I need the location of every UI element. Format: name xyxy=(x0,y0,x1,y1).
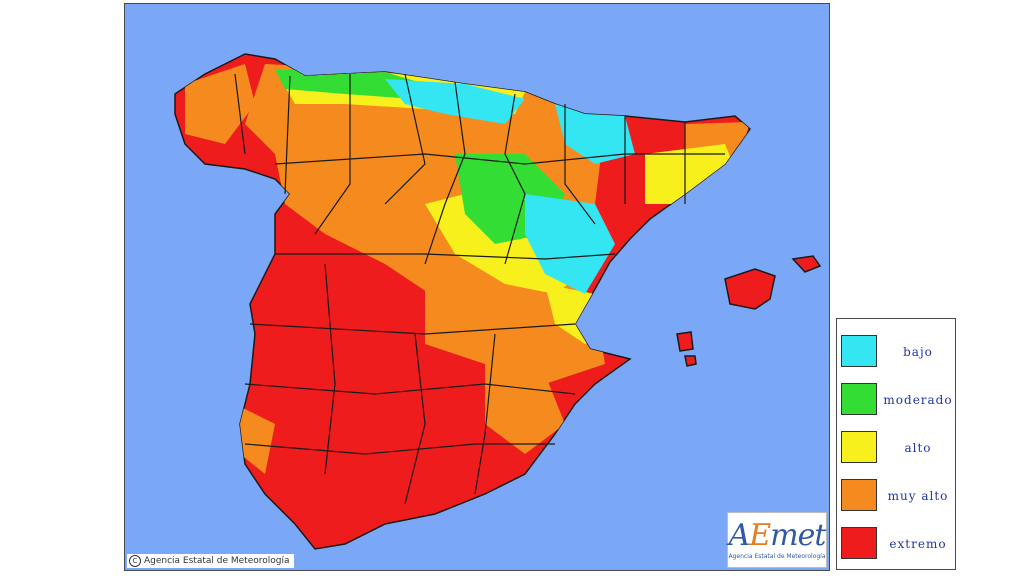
island-menorca xyxy=(791,255,822,273)
island-mallorca xyxy=(724,268,776,310)
legend-swatch-alto xyxy=(841,431,877,463)
legend-item-extremo: extremo xyxy=(841,527,951,563)
zone-alto-catalonia xyxy=(645,144,735,204)
aemet-logo: AEmet Agencia Estatal de Meteorología xyxy=(727,512,827,568)
zone-muy-alto-west xyxy=(235,404,275,474)
legend: bajo moderado alto muy alto extremo xyxy=(836,318,956,570)
island-ibiza xyxy=(676,331,694,352)
map-canvas xyxy=(125,4,829,570)
province-borders xyxy=(234,73,725,505)
legend-label-alto: alto xyxy=(904,441,932,455)
zone-bajo-pyrenees xyxy=(555,104,635,164)
legend-item-alto: alto xyxy=(841,431,951,467)
zone-bajo-basque xyxy=(385,79,525,124)
legend-swatch-moderado xyxy=(841,383,877,415)
legend-swatch-extremo xyxy=(841,527,877,559)
logo-letter-e: E xyxy=(749,518,771,553)
legend-label-extremo: extremo xyxy=(889,537,947,551)
risk-zones xyxy=(185,64,750,474)
island-formentera xyxy=(684,355,697,367)
legend-item-moderado: moderado xyxy=(841,383,952,419)
legend-swatch-bajo xyxy=(841,335,877,367)
legend-item-muy-alto: muy alto xyxy=(841,479,951,515)
risk-map: C Agencia Estatal de Meteorología AEmet … xyxy=(124,3,830,571)
zone-bajo-iberian xyxy=(525,194,615,294)
copyright-text: Agencia Estatal de Meteorología xyxy=(144,556,290,566)
legend-item-bajo: bajo xyxy=(841,335,951,371)
copyright-notice: C Agencia Estatal de Meteorología xyxy=(127,554,294,568)
copyright-icon: C xyxy=(129,555,141,567)
legend-label-bajo: bajo xyxy=(903,345,933,359)
zone-muy-alto-galicia xyxy=(185,64,255,144)
logo-wordmark: AEmet xyxy=(728,518,827,553)
logo-letter-a: A xyxy=(728,518,751,553)
logo-subtitle: Agencia Estatal de Meteorología xyxy=(728,553,826,560)
legend-label-moderado: moderado xyxy=(883,393,953,407)
legend-swatch-muy-alto xyxy=(841,479,877,511)
legend-label-muy-alto: muy alto xyxy=(887,489,949,503)
logo-letters-rest: met xyxy=(770,518,826,553)
